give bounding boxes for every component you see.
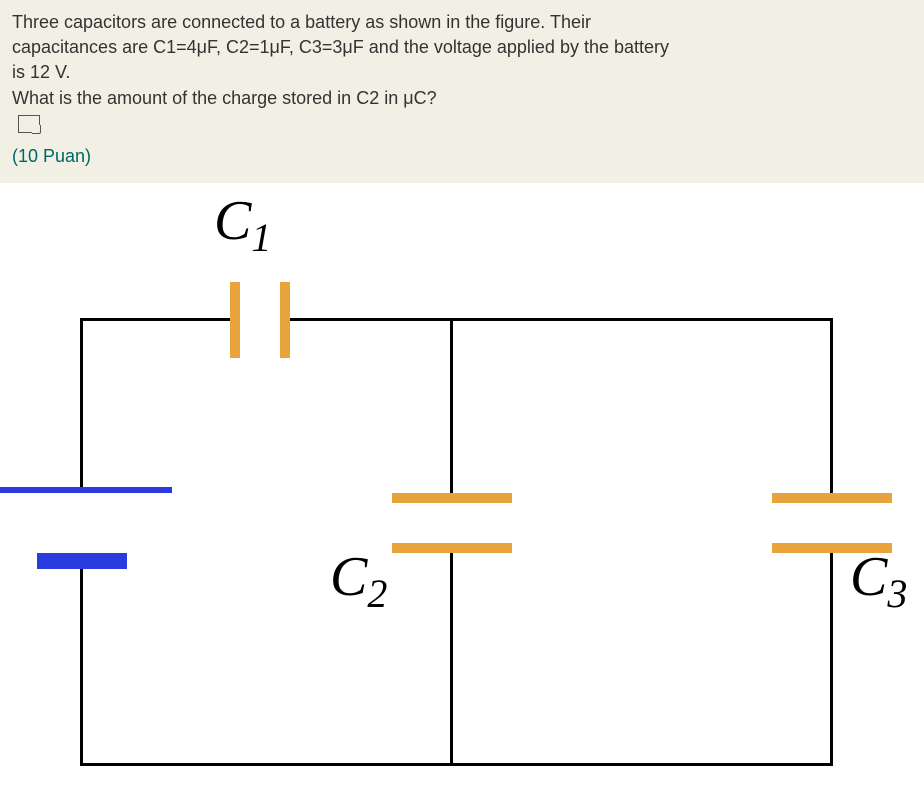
label-c1-letter: C bbox=[214, 190, 251, 252]
wire-top-right bbox=[280, 318, 833, 321]
wire-right-lower bbox=[830, 543, 833, 766]
text-to-speech-icon[interactable] bbox=[18, 115, 40, 133]
label-c2-sub: 2 bbox=[367, 571, 387, 616]
question-line-3: is 12 V. bbox=[12, 60, 912, 85]
circuit-diagram: C1 C2 C3 bbox=[0, 183, 924, 803]
label-c3-sub: 3 bbox=[887, 571, 907, 616]
capacitor-c3-plate-top bbox=[772, 493, 892, 503]
capacitor-c3-plate-bottom bbox=[772, 543, 892, 553]
capacitor-c2-plate-bottom bbox=[392, 543, 512, 553]
label-c3-letter: C bbox=[850, 546, 887, 608]
label-c2: C2 bbox=[330, 545, 387, 609]
wire-left-upper bbox=[80, 318, 83, 493]
wire-top-left bbox=[80, 318, 240, 321]
label-c1-sub: 1 bbox=[251, 215, 271, 260]
question-line-4: What is the amount of the charge stored … bbox=[12, 86, 912, 111]
wire-mid-upper bbox=[450, 318, 453, 503]
battery-plate-long bbox=[0, 487, 172, 493]
question-line-2: capacitances are C1=4μF, C2=1μF, C3=3μF … bbox=[12, 35, 912, 60]
wire-bottom bbox=[80, 763, 833, 766]
question-box: Three capacitors are connected to a batt… bbox=[0, 0, 924, 183]
battery-plate-short bbox=[37, 553, 127, 569]
wire-right-upper bbox=[830, 318, 833, 503]
points-label: (10 Puan) bbox=[12, 144, 912, 169]
capacitor-c1-plate-left bbox=[230, 282, 240, 358]
label-c1: C1 bbox=[214, 189, 271, 253]
question-line-1: Three capacitors are connected to a batt… bbox=[12, 10, 912, 35]
wire-left-lower bbox=[80, 553, 83, 766]
label-c2-letter: C bbox=[330, 546, 367, 608]
capacitor-c1-plate-right bbox=[280, 282, 290, 358]
wire-mid-lower bbox=[450, 543, 453, 766]
label-c3: C3 bbox=[850, 545, 907, 609]
capacitor-c2-plate-top bbox=[392, 493, 512, 503]
